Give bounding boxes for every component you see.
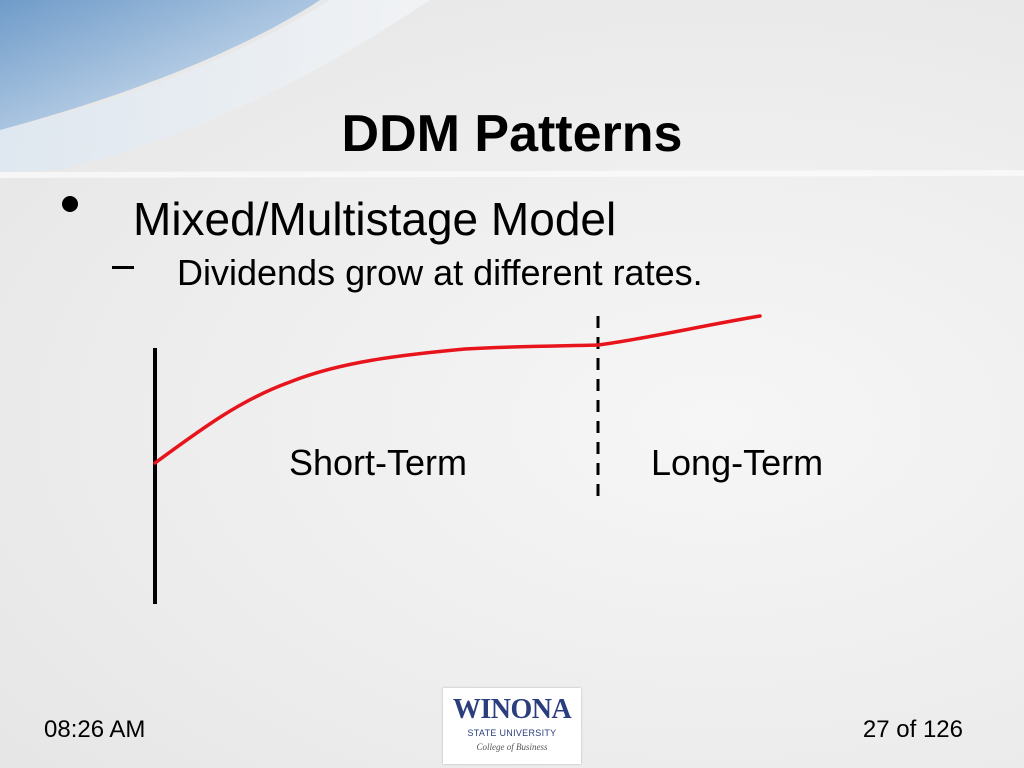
header-swoosh-decoration [0,0,1024,178]
long-term-label: Long-Term [651,442,824,483]
logo-college: College of Business [476,742,548,752]
logo-subtitle: STATE UNIVERSITY [467,728,557,738]
university-logo: WINONA STATE UNIVERSITY College of Busin… [443,688,581,764]
footer-time: 08:26 AM [44,716,146,743]
footer-page-number: 27 of 126 [862,716,963,743]
slide-title: DDM Patterns [341,105,683,163]
bullet-dot [62,196,78,212]
bullet-text: Mixed/Multistage Model [133,193,617,245]
sub-bullet-dash [112,266,134,269]
logo-wordmark: WINONA [452,694,572,725]
dividend-growth-curve [153,314,762,465]
sub-bullet-text: Dividends grow at different rates. [177,252,703,293]
short-term-label: Short-Term [289,442,468,483]
